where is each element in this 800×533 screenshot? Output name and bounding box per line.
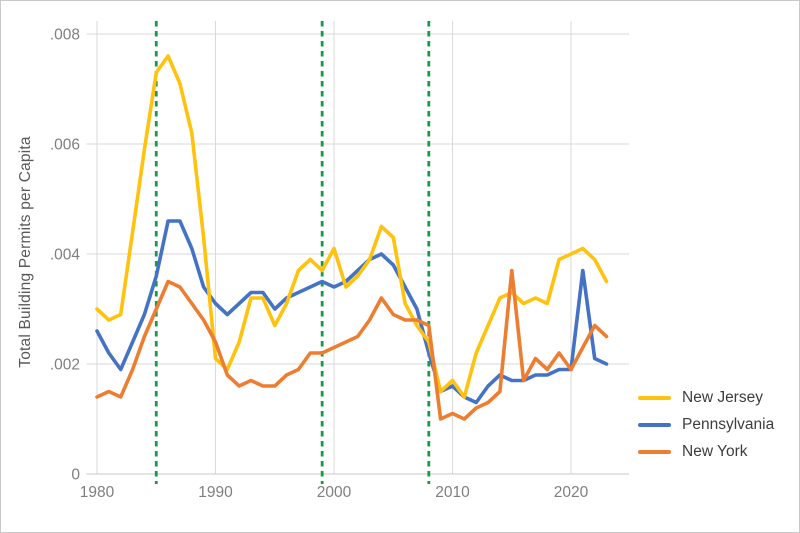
legend-item-pennsylvania: Pennsylvania — [638, 416, 774, 434]
y-tick-label-0: 0 — [71, 467, 80, 484]
legend-item-new-jersey: New Jersey — [638, 389, 774, 407]
x-tick-label-2020: 2020 — [554, 484, 589, 501]
legend-swatch-new-jersey — [638, 395, 671, 401]
y-axis-title: Total Building Permits per Capita — [17, 136, 34, 368]
series-line-new-jersey — [95, 54, 609, 399]
series-line-new-york — [95, 268, 609, 421]
y-tick-label-.008: .008 — [50, 27, 80, 44]
legend: New Jersey Pennsylvania New York — [638, 389, 774, 461]
y-tick-label-.006: .006 — [50, 137, 80, 154]
series-line-pennsylvania — [95, 219, 609, 405]
legend-label-new-york: New York — [682, 443, 748, 460]
legend-item-new-york: New York — [638, 443, 774, 461]
x-tick-label-2010: 2010 — [435, 484, 470, 501]
legend-swatch-pennsylvania — [638, 422, 671, 428]
x-tick-label-2000: 2000 — [317, 484, 352, 501]
y-tick-label-.002: .002 — [50, 357, 80, 374]
legend-swatch-new-york — [638, 449, 671, 455]
y-tick-label-.004: .004 — [50, 247, 81, 264]
x-tick-label-1990: 1990 — [198, 484, 233, 501]
legend-label-new-jersey: New Jersey — [682, 389, 763, 406]
x-tick-label-1980: 1980 — [80, 484, 115, 501]
legend-label-pennsylvania: Pennsylvania — [682, 416, 775, 433]
